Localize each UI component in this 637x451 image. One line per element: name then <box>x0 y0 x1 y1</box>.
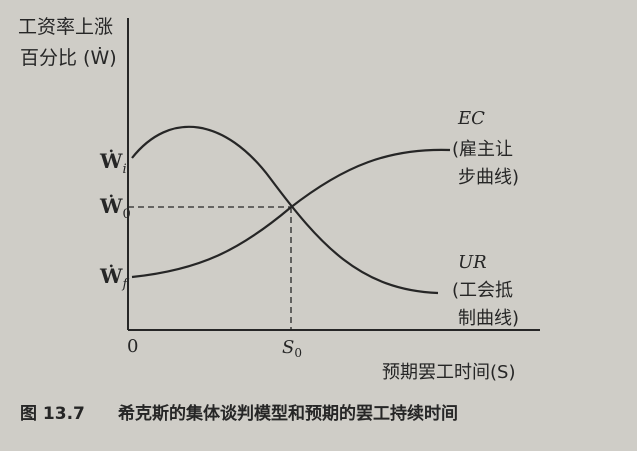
origin-label: 0 <box>127 336 138 357</box>
y-axis-label-line2: 百分比 (Ẇ) <box>20 46 117 69</box>
ec-curve-desc-line1: (雇主让 <box>452 139 513 160</box>
figure-caption-text: 希克斯的集体谈判模型和预期的罢工持续时间 <box>118 403 458 424</box>
ec-curve-desc-line2: 步曲线) <box>458 167 519 188</box>
x-tick-s0: S0 <box>282 337 302 360</box>
figure-caption-number: 图 13.7 <box>20 404 85 424</box>
ur-curve-desc-line1: (工会抵 <box>452 280 513 301</box>
ur-curve-abbr: UR <box>458 252 487 273</box>
ur-curve <box>131 125 439 295</box>
y-tick-wi: Ẇi <box>99 149 127 177</box>
y-tick-wf: Ẇf <box>99 264 129 292</box>
ec-curve-abbr: EC <box>457 108 485 129</box>
x-axis-label: 预期罢工时间(S) <box>382 362 515 383</box>
ur-curve-desc-line2: 制曲线) <box>458 308 519 329</box>
y-tick-w0: Ẇ0 <box>99 194 131 222</box>
y-axis-label-line1: 工资率上涨 <box>18 16 113 38</box>
ec-curve <box>131 148 451 279</box>
